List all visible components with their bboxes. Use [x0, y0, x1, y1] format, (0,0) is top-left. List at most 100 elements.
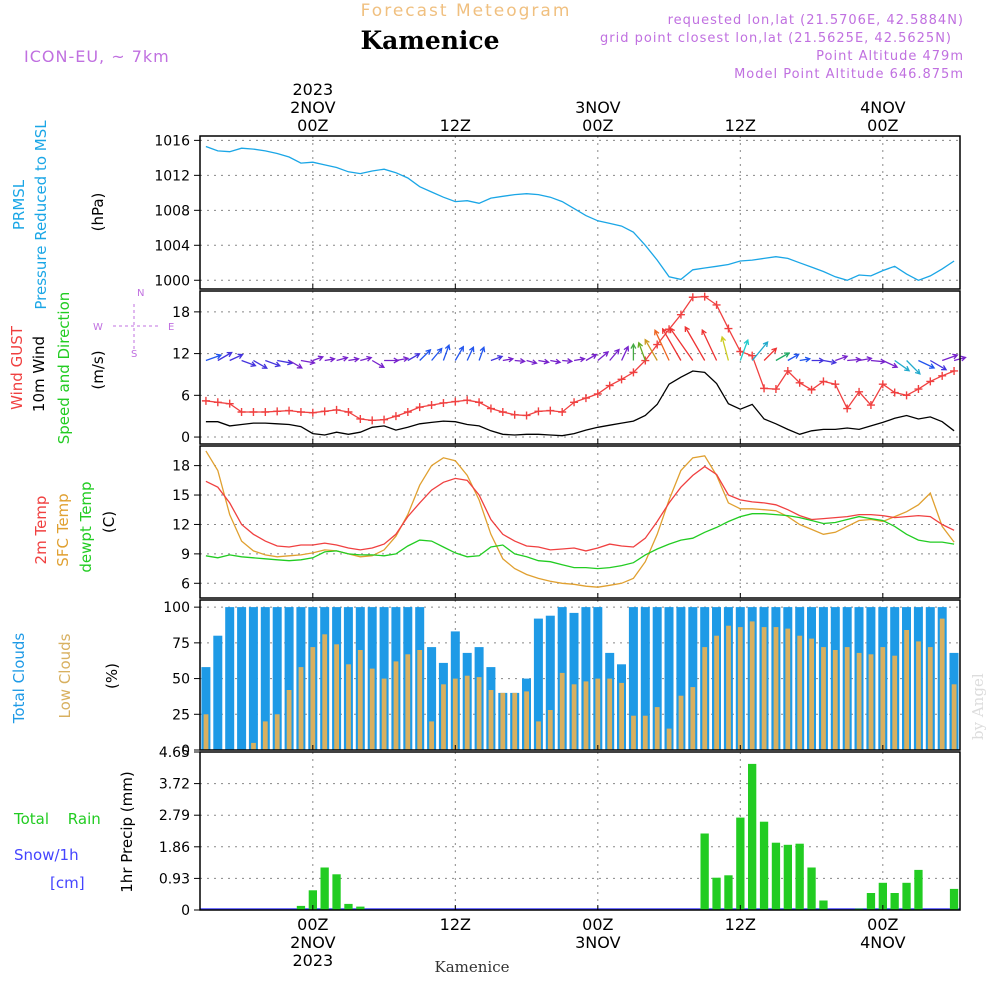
wind-arrow — [502, 356, 515, 363]
gust-marker — [855, 387, 864, 396]
low-cloud-bar — [666, 728, 672, 750]
ytick-label-0: 1016 — [154, 133, 190, 149]
gust-marker — [213, 398, 222, 407]
low-cloud-bar — [452, 678, 458, 750]
gust-marker — [510, 410, 519, 419]
rain-bar — [783, 844, 792, 910]
low-cloud-bar — [714, 635, 719, 750]
gust-marker — [771, 385, 780, 394]
gust-marker — [285, 406, 294, 415]
low-cloud-bar — [571, 684, 577, 750]
wind-arrow — [300, 359, 316, 366]
gust-marker — [878, 380, 887, 389]
gust-marker — [368, 416, 377, 425]
gust-marker — [712, 300, 721, 309]
low-cloud-bar — [583, 681, 589, 750]
footer-station: Kamenice — [435, 958, 510, 976]
total-cloud-bar — [427, 647, 437, 750]
wind-arrow — [442, 343, 451, 361]
total-cloud-bar — [569, 612, 579, 750]
gust-marker — [914, 385, 923, 394]
low-cloud-bar — [892, 655, 898, 750]
gust-marker — [344, 408, 353, 417]
wind-arrow — [490, 355, 504, 362]
wind-unit: (m/s) — [89, 350, 107, 389]
pressure-line — [205, 145, 955, 282]
precip-label-rain: Total Rain — [13, 810, 101, 828]
rain-bar — [332, 874, 341, 910]
compass-s: S — [131, 349, 137, 360]
wind-arrow — [312, 355, 325, 362]
time-label-top: 00Z — [297, 116, 328, 135]
low-cloud-bar — [749, 621, 755, 750]
low-cloud-bar — [322, 634, 328, 750]
gust-marker — [688, 293, 697, 302]
wind-arrow — [585, 353, 598, 362]
gust-marker — [843, 404, 852, 413]
low-cloud-bar — [951, 684, 957, 750]
gust-marker — [593, 389, 602, 398]
gust-marker — [534, 407, 543, 416]
total-cloud-bar — [640, 607, 650, 750]
pressure-unit: (hPa) — [89, 193, 107, 232]
panel-frame-4 — [199, 751, 961, 911]
gust-marker — [890, 388, 899, 397]
total-cloud-bar — [284, 607, 294, 750]
low-cloud-bar — [856, 652, 862, 750]
rain-bar — [308, 890, 317, 910]
low-cloud-bar — [559, 672, 565, 750]
gust-marker — [760, 384, 769, 393]
gust-marker — [296, 408, 305, 417]
low-cloud-bar — [417, 650, 423, 750]
gust-marker — [332, 405, 341, 414]
time-label-bottom: 2023 — [292, 951, 333, 970]
rain-bar — [819, 900, 828, 910]
wind-arrow — [701, 328, 718, 361]
total-cloud-bar — [248, 607, 258, 750]
wind-arrow — [630, 342, 637, 361]
low-cloud-bar — [429, 721, 434, 750]
rain-bar — [748, 763, 757, 910]
gust-marker — [201, 396, 210, 405]
low-cloud-bar — [251, 742, 256, 750]
ytick-label-4: 1.86 — [159, 840, 190, 856]
ytick-label-4: 3.72 — [159, 777, 190, 793]
ytick-label-2: 12 — [172, 517, 190, 533]
time-label-bottom: 4NOV — [860, 933, 905, 952]
time-label-top: 2NOV — [290, 98, 335, 117]
gust-marker — [380, 415, 389, 424]
low-cloud-bar — [785, 628, 791, 750]
precip-label-cm: [cm] — [50, 874, 85, 892]
low-cloud-bar — [844, 647, 850, 750]
total-cloud-bar — [664, 607, 674, 750]
wind-arrow — [217, 351, 233, 362]
wind-arrow — [454, 345, 464, 361]
total-cloud-bar — [260, 607, 270, 750]
wind-arrow — [407, 353, 421, 362]
low-cloud-bar — [381, 678, 387, 750]
wind-arrow — [894, 359, 911, 372]
total-cloud-bar — [688, 607, 698, 750]
wind-label-10m: 10m Wind — [30, 336, 48, 412]
low-cloud-bar — [441, 684, 446, 750]
gust-marker — [807, 385, 816, 394]
temp-unit: (C) — [100, 511, 118, 533]
low-cloud-bar — [369, 668, 375, 750]
wind-labels: Wind GUST 10m Wind Speed and Direction (… — [8, 292, 107, 445]
low-cloud-bar — [868, 654, 874, 750]
wind-arrow — [550, 358, 562, 365]
gust-marker — [486, 404, 495, 413]
wind-arrow — [205, 353, 223, 362]
ytick-label-2: 6 — [181, 576, 190, 592]
compass-w: W — [93, 322, 103, 333]
rain-bar — [795, 843, 804, 910]
temp-label-dewpt: dewpt Temp — [77, 481, 95, 572]
gust-marker — [475, 398, 484, 407]
low-cloud-bar — [832, 650, 838, 750]
temp-labels: 2m Temp SFC Temp dewpt Temp (C) — [32, 481, 118, 572]
gust-marker — [498, 408, 507, 417]
gust-marker — [629, 368, 638, 377]
gust-marker — [558, 408, 567, 417]
ytick-label-3: 0 — [181, 743, 190, 759]
gust-marker — [356, 414, 365, 423]
